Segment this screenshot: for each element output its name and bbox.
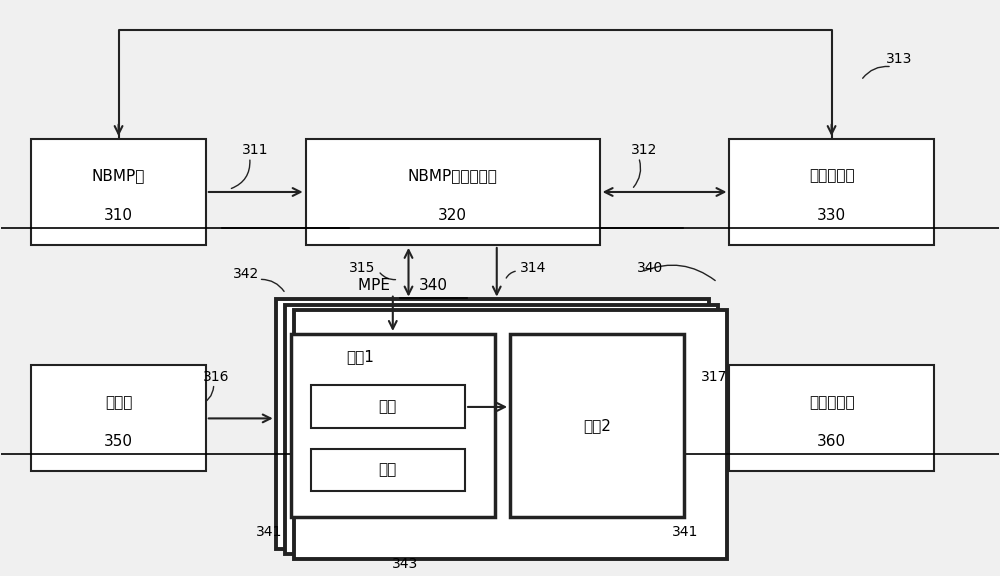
Text: 314: 314 [520,261,546,275]
Text: 316: 316 [203,370,229,384]
Bar [31,139,206,245]
Text: 317: 317 [701,370,728,384]
Text: 342: 342 [233,267,259,281]
Text: 312: 312 [631,143,658,157]
Bar [311,449,465,491]
Text: 341: 341 [255,525,282,539]
Bar [31,365,206,471]
Bar [294,310,727,559]
Text: NBMP工作流管理: NBMP工作流管理 [408,169,498,184]
Bar [306,139,600,245]
Bar [291,334,495,517]
Bar [510,334,684,517]
Text: 313: 313 [886,52,912,66]
Bar [311,385,465,429]
Bar [276,300,709,549]
Bar [729,365,934,471]
Text: 媒体源: 媒体源 [105,395,132,410]
Text: 350: 350 [104,434,133,449]
Text: 360: 360 [817,434,846,449]
Text: 320: 320 [438,208,467,223]
Text: 315: 315 [349,261,375,275]
Text: 310: 310 [104,208,133,223]
Text: 媒体接收器: 媒体接收器 [809,395,854,410]
Text: 311: 311 [242,143,269,157]
Text: MPE: MPE [358,278,395,293]
Bar [729,139,934,245]
Text: 340: 340 [636,261,663,275]
Bar [285,305,718,554]
Text: 任务2: 任务2 [583,418,611,433]
Text: 330: 330 [817,208,846,223]
Text: 340: 340 [419,278,448,293]
Text: 341: 341 [672,525,699,539]
Text: 任务1: 任务1 [346,349,374,364]
Text: 343: 343 [392,558,418,571]
Text: 处理: 处理 [379,463,397,478]
Text: NBMP源: NBMP源 [92,169,145,184]
Text: 配置: 配置 [379,399,397,415]
Text: 功能储存器: 功能储存器 [809,169,854,184]
